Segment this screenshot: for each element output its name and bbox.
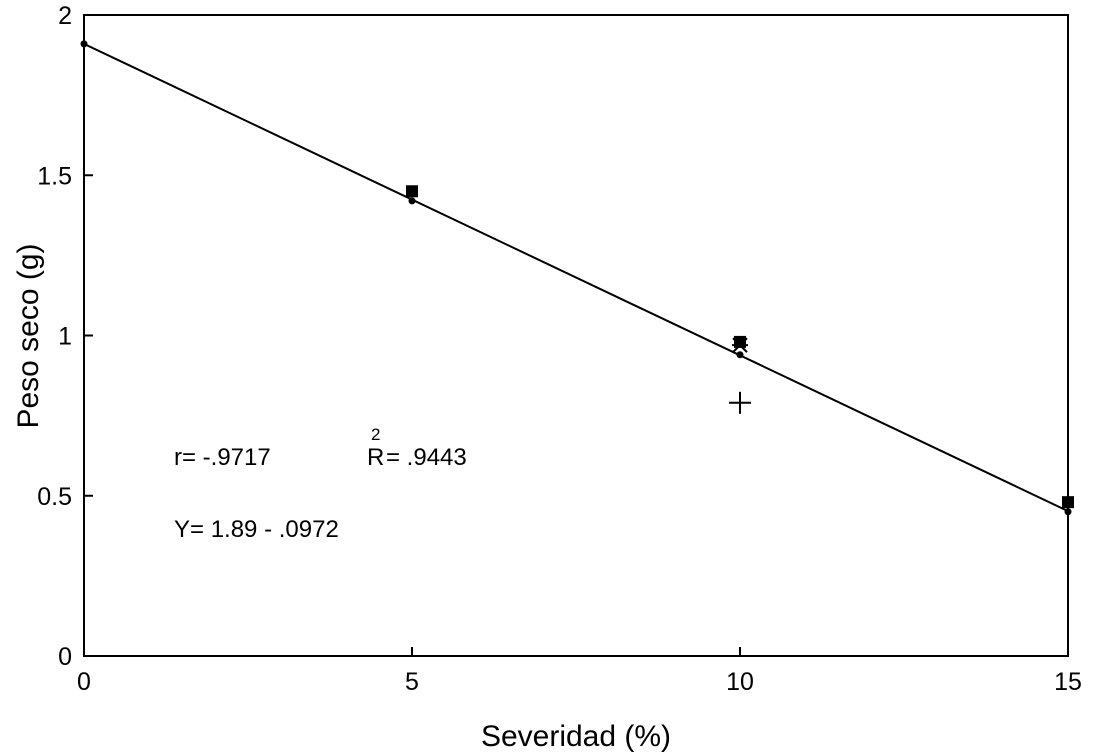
r2-value: = .9443 [386, 444, 467, 471]
r2-superscript: 2 [371, 425, 380, 444]
dot-point [736, 351, 744, 359]
regression-line [83, 42, 1069, 513]
y-tick-label: 1.5 [37, 162, 72, 190]
dot-point [1064, 508, 1072, 516]
y-tick-label: 1 [58, 323, 72, 351]
x-tick-label: 0 [77, 668, 91, 696]
y-tick-label: 0.5 [37, 483, 72, 511]
y-axis-title: Peso seco (g) [12, 243, 45, 428]
regression-equation: Y= 1.89 - .0972 [174, 516, 339, 543]
dot-point [408, 197, 416, 205]
x-tick-label: 5 [405, 668, 419, 696]
ticks-group: 0 5 10 15 0 0.5 1 1.5 2 [37, 2, 1082, 696]
y-tick-label: 2 [58, 2, 72, 30]
x-tick-label: 15 [1054, 668, 1082, 696]
square-point [1062, 496, 1074, 509]
correlation-annotation: r= -.9717 [174, 444, 271, 471]
plot-frame [83, 14, 1069, 657]
fit-line-group [83, 42, 1069, 513]
dot-point [80, 40, 88, 48]
x-axis-title: Severidad (%) [481, 720, 671, 753]
y-tick-label: 0 [58, 643, 72, 671]
star-point [732, 337, 748, 353]
r2-label: R [367, 444, 384, 471]
data-points-group [80, 40, 1074, 516]
plus-point [729, 391, 751, 414]
x-tick-label: 10 [726, 668, 754, 696]
square-point [406, 185, 418, 198]
